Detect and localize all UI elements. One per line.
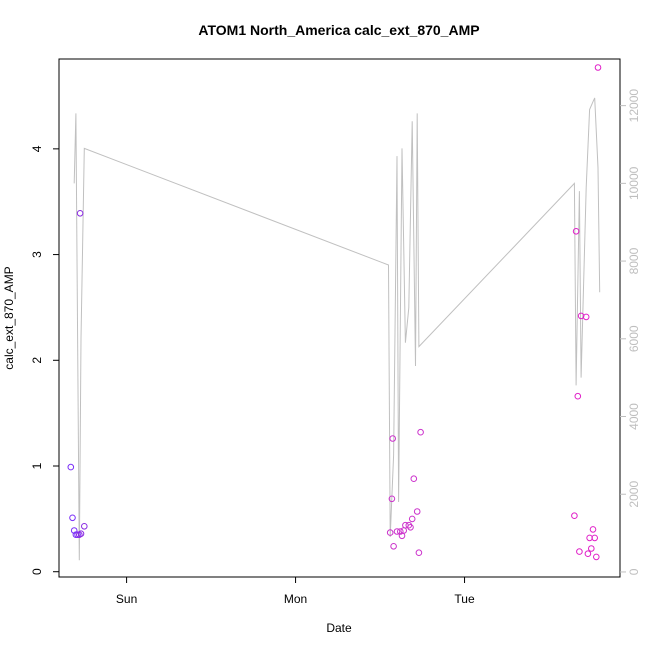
y2-tick-label: 10000 [627,166,641,200]
scatter-point [77,530,85,538]
scatter-point [405,521,413,529]
y-axis-label: calc_ext_870_AMP [2,266,16,369]
scatter-point [408,515,416,523]
y2-tick-label: 2000 [627,481,641,508]
point-layer [67,64,602,561]
scatter-point [582,313,590,321]
scatter-point [572,228,580,235]
scatter-point [410,475,418,483]
x-tick-label: Mon [284,592,307,606]
x-axis: Sun Mon Tue [116,577,475,606]
scatter-point [389,435,397,442]
y-axis: 0 1 2 3 4 [30,145,59,575]
scatter-point [417,428,424,436]
line-layer [73,97,601,561]
y-tick-label: 2 [30,357,44,364]
scatter-point [591,534,599,542]
y2-tick-label: 6000 [627,325,641,352]
scatter-point [81,523,88,530]
scatter-point [388,495,396,503]
y2-tick-label: 4000 [627,403,641,430]
scatter-point [400,527,408,534]
scatter-point [574,392,582,400]
plot-frame [58,58,621,578]
y2-tick-label: 0 [627,568,641,575]
scatter-point [589,526,597,533]
scatter-point [576,548,583,555]
scatter-point [413,508,421,515]
scatter-point [593,553,600,561]
scatter-point [415,549,423,557]
y2-axis: 0 2000 4000 6000 8000 10000 12000 [620,89,641,575]
x-tick-label: Sun [116,592,137,606]
y-tick-label: 4 [30,145,44,152]
scatter-point [69,514,76,522]
chart-title: ATOM1 North_America calc_ext_870_AMP [198,22,479,38]
scatter-point [67,463,75,471]
y2-tick-label: 12000 [627,89,641,123]
scatter-point [571,512,578,520]
scatter-point [393,528,401,535]
scatter-point [76,210,84,217]
scatter-point [407,524,414,531]
scatter-point [397,528,404,535]
x-axis-label: Date [326,621,352,635]
scatter-point [70,527,78,534]
x-tick-label: Tue [454,592,475,606]
scatter-point [584,550,592,558]
scatter-point [386,529,394,536]
y-tick-label: 0 [30,568,44,575]
y2-tick-label: 8000 [627,247,641,274]
y-tick-label: 3 [30,251,44,258]
series-line [73,97,601,561]
y-tick-label: 1 [30,462,44,469]
scatter-point [390,543,397,550]
scatter-point [588,545,595,552]
scatter-point [594,64,602,71]
